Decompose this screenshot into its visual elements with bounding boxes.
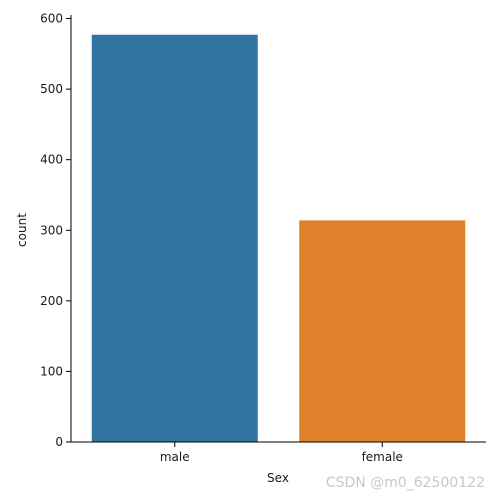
x-tick-label-male: male [160,450,190,464]
y-tick-label: 600 [40,12,63,26]
bar-female [299,220,466,442]
x-axis-title: Sex [267,471,289,485]
bar-male [91,34,258,442]
x-ticks-group: male female [160,442,403,464]
y-axis-title: count [15,213,29,247]
y-tick-label: 0 [55,435,63,449]
x-tick-label-female: female [362,450,403,464]
y-tick-label: 400 [40,153,63,167]
watermark-text: CSDN @m0_62500122 [326,475,485,491]
y-tick-label: 500 [40,82,63,96]
bars-group [91,34,466,442]
y-tick-label: 300 [40,223,63,237]
y-tick-label: 100 [40,364,63,378]
y-ticks-group: 0 100 200 300 400 500 600 [40,12,71,449]
y-tick-label: 200 [40,294,63,308]
